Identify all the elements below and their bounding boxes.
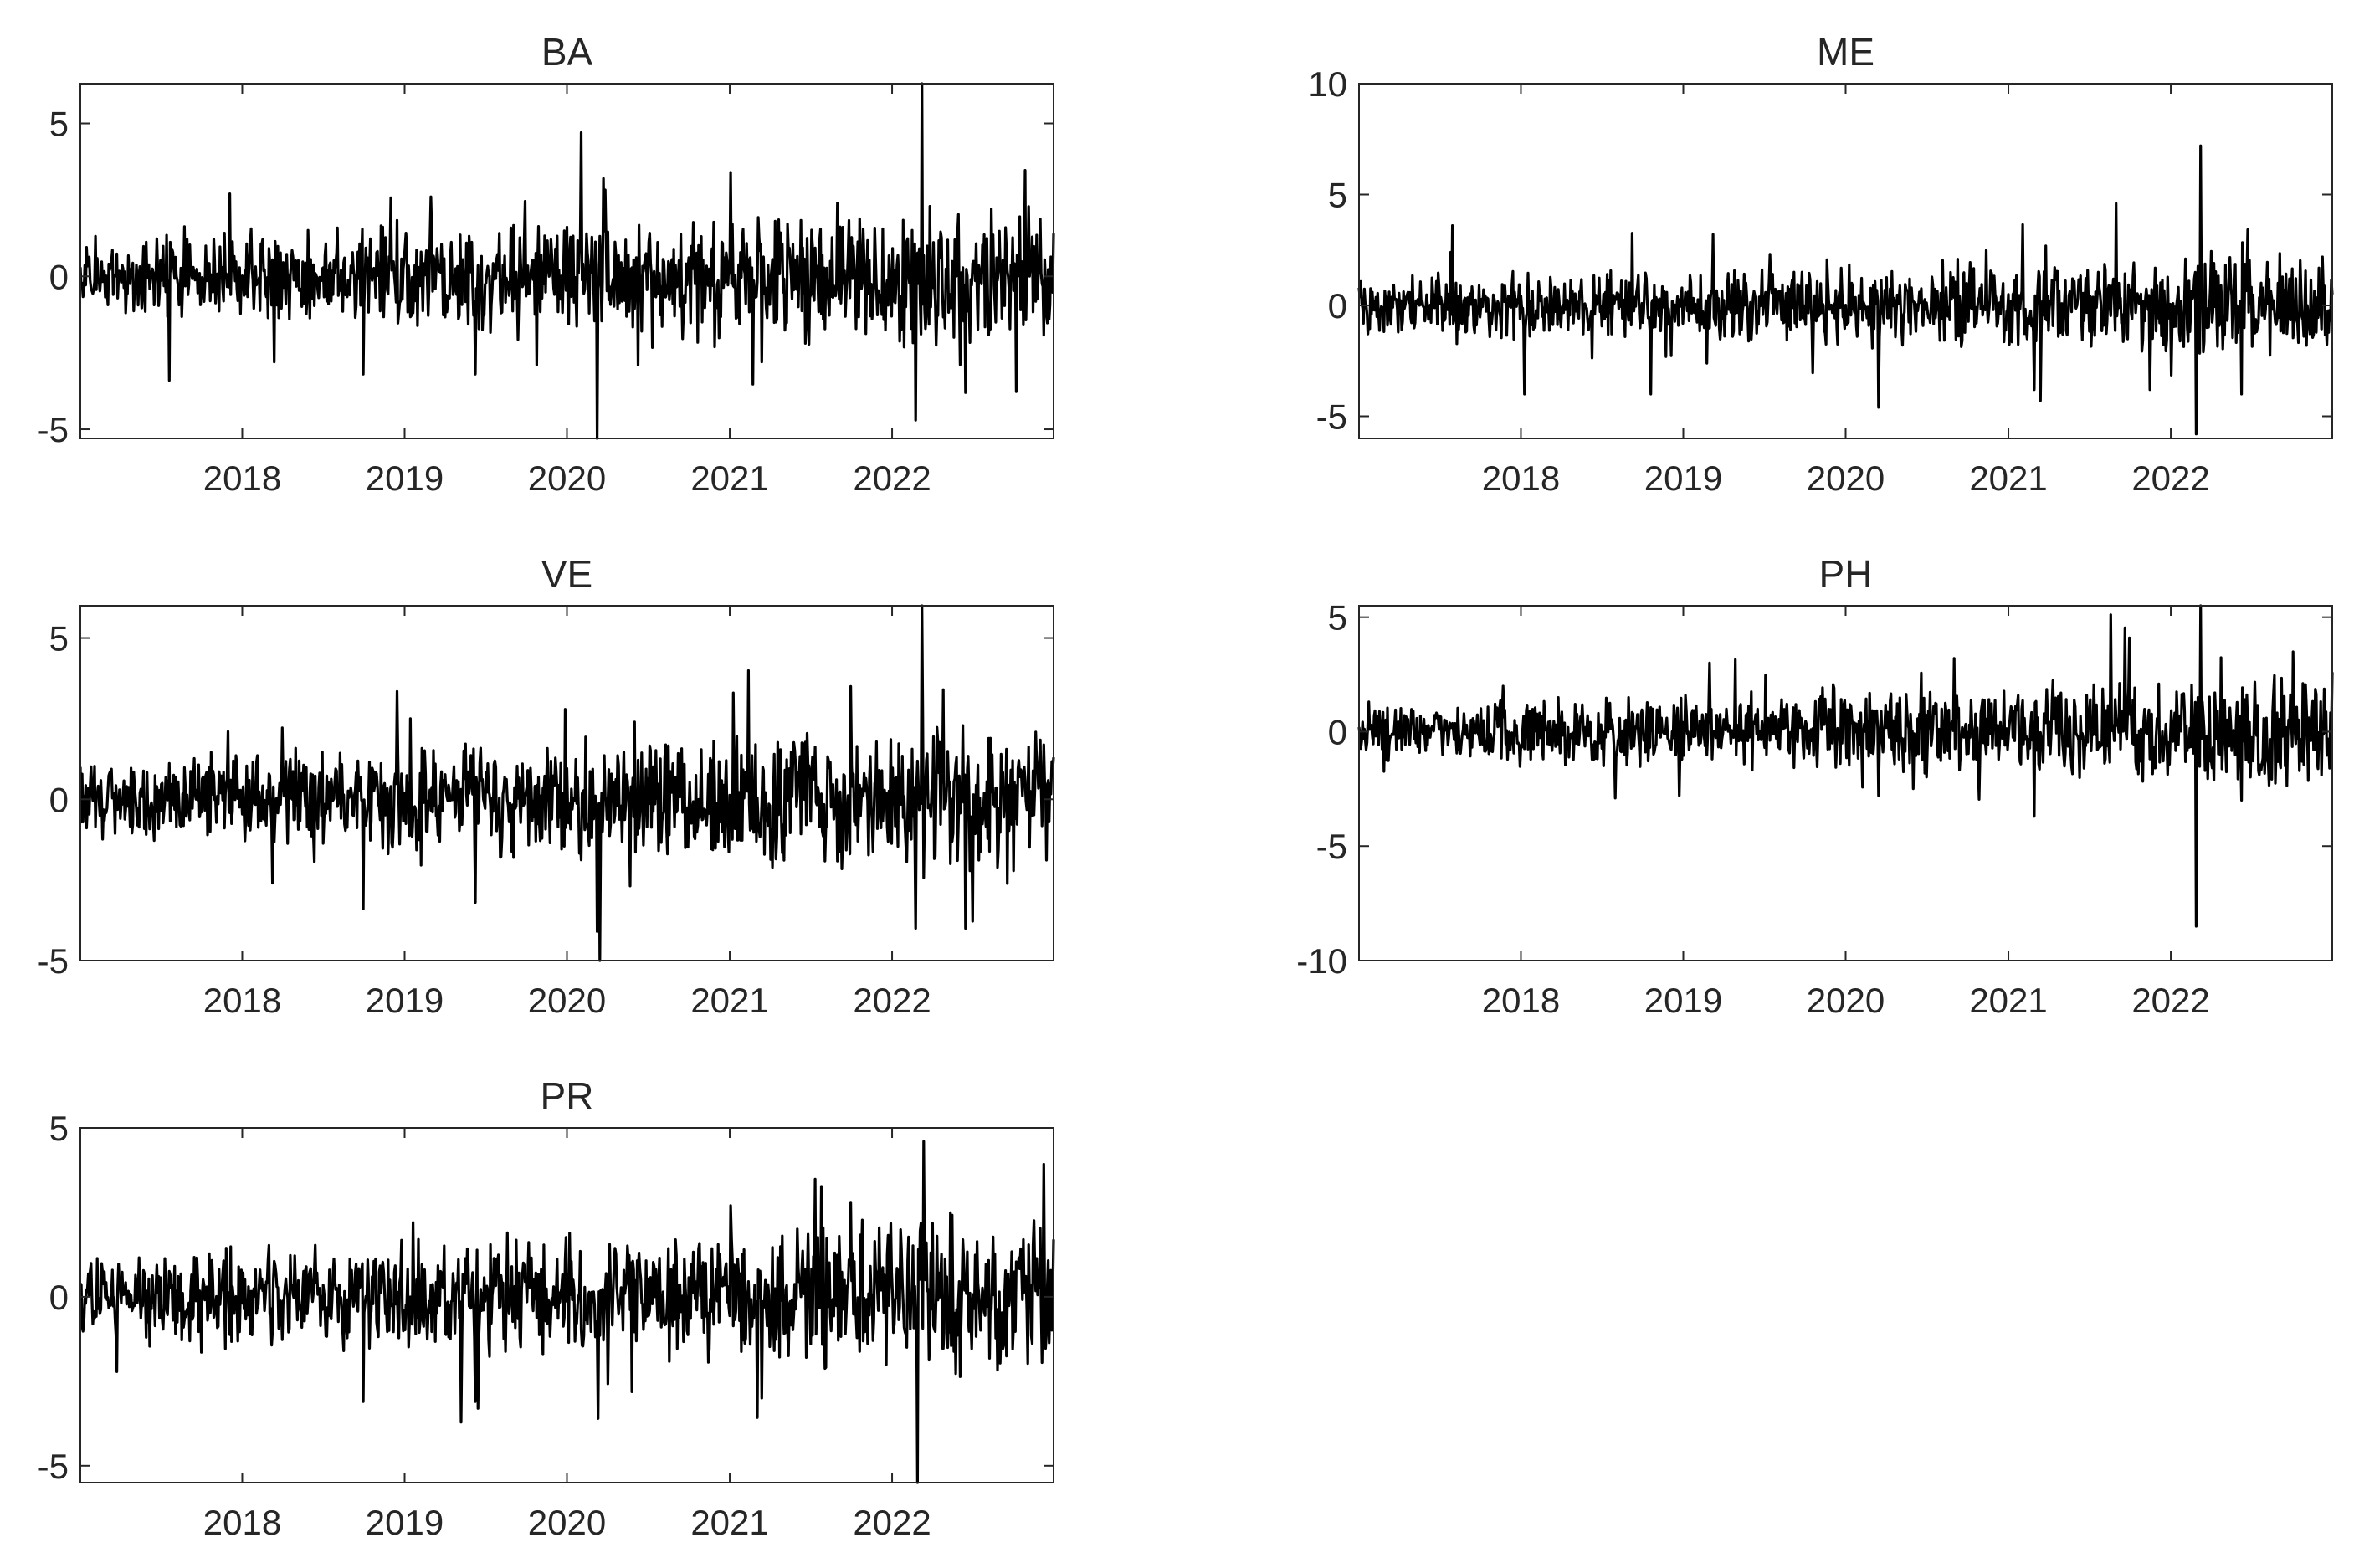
chart-title-pr: PR (541, 1074, 594, 1118)
x-tick-label-me-2019: 2019 (1644, 459, 1722, 498)
y-tick-label-ph--10: -10 (1296, 941, 1347, 981)
y-tick-label-ph-5: 5 (1328, 598, 1347, 638)
series-line-pr (79, 1140, 1055, 1484)
x-tick-label-ba-2022: 2022 (853, 459, 931, 498)
x-tick-label-me-2022: 2022 (2131, 459, 2209, 498)
x-tick-label-me-2021: 2021 (1969, 459, 2047, 498)
x-tick-label-ba-2021: 2021 (690, 459, 768, 498)
x-tick-label-ph-2022: 2022 (2131, 981, 2209, 1020)
y-tick-label-ph-0: 0 (1328, 712, 1347, 751)
x-tick-label-pr-2020: 2020 (528, 1503, 606, 1542)
axes-frame-ph (1358, 605, 2333, 961)
x-tick-label-ba-2019: 2019 (366, 459, 444, 498)
x-tick-label-ph-2018: 2018 (1482, 981, 1560, 1020)
y-tick-label-ve-5: 5 (49, 619, 69, 658)
y-tick-label-ve-0: 0 (49, 780, 69, 819)
series-line-me (1357, 144, 2334, 436)
x-tick-label-me-2020: 2020 (1807, 459, 1885, 498)
x-tick-label-pr-2021: 2021 (690, 1503, 768, 1542)
y-tick-label-me-0: 0 (1328, 286, 1347, 325)
y-tick-label-me--5: -5 (1316, 397, 1347, 437)
y-tick-label-ph--5: -5 (1316, 827, 1347, 866)
y-tick-label-me-10: 10 (1308, 64, 1347, 104)
chart-title-ba: BA (541, 30, 593, 74)
chart-panel-pr: PR 2018 2019 2020 2021 2022 -5 0 5 (38, 1074, 1055, 1542)
x-tick-label-ve-2020: 2020 (528, 981, 606, 1020)
x-tick-label-ve-2019: 2019 (366, 981, 444, 1020)
chart-panel-me: ME 2018 2019 2020 2021 2022 -5 0 5 10 (1308, 30, 2334, 498)
chart-title-me: ME (1817, 30, 1874, 74)
x-tick-label-ve-2022: 2022 (853, 981, 931, 1020)
x-tick-label-ph-2020: 2020 (1807, 981, 1885, 1020)
y-tick-label-pr-0: 0 (49, 1278, 69, 1317)
y-tick-label-ba-5: 5 (49, 105, 69, 144)
chart-panel-ph: PH 2018 2019 2020 2021 2022 -10 -5 0 5 (1296, 552, 2334, 1020)
y-tick-label-pr--5: -5 (38, 1447, 69, 1486)
x-tick-label-pr-2018: 2018 (203, 1503, 281, 1542)
chart-title-ph: PH (1819, 552, 1873, 596)
chart-title-ve: VE (541, 552, 592, 596)
series-line-ve (79, 604, 1055, 962)
y-tick-label-ba-0: 0 (49, 257, 69, 296)
x-tick-label-me-2018: 2018 (1482, 459, 1560, 498)
x-tick-label-pr-2019: 2019 (366, 1503, 444, 1542)
x-tick-label-ba-2020: 2020 (528, 459, 606, 498)
chart-panel-ba: BA 2018 2019 2020 2021 2022 -5 0 5 (38, 30, 1055, 498)
x-tick-label-ve-2021: 2021 (690, 981, 768, 1020)
y-tick-label-pr-5: 5 (49, 1109, 69, 1148)
series-line-ph (1357, 604, 2334, 928)
x-tick-label-ph-2019: 2019 (1644, 981, 1722, 1020)
y-tick-label-ve--5: -5 (38, 941, 69, 981)
series-line-ba (79, 82, 1055, 440)
y-tick-label-ba--5: -5 (38, 410, 69, 449)
x-tick-label-pr-2022: 2022 (853, 1503, 931, 1542)
y-tick-label-me-5: 5 (1328, 176, 1347, 215)
x-tick-label-ve-2018: 2018 (203, 981, 281, 1020)
x-tick-label-ph-2021: 2021 (1969, 981, 2047, 1020)
chart-panel-ve: VE 2018 2019 2020 2021 2022 -5 0 5 (38, 552, 1055, 1020)
x-tick-label-ba-2018: 2018 (203, 459, 281, 498)
